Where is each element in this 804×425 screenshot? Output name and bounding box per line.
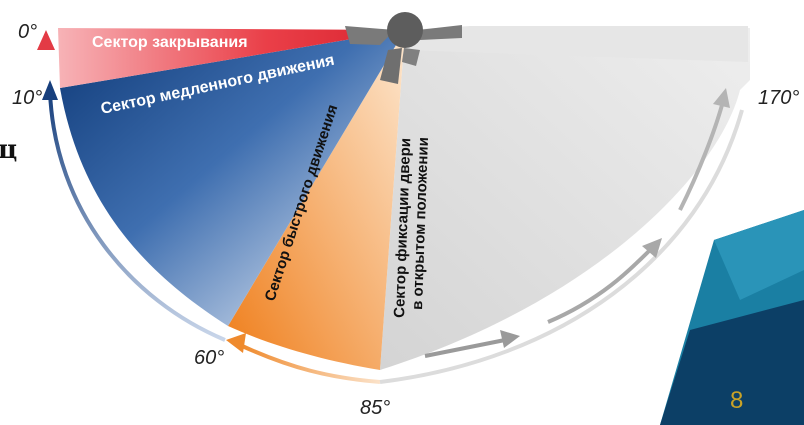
corner-decoration-light: [714, 210, 804, 300]
arrow-left-60: [226, 333, 246, 353]
sector-hold-label-line2: в открытом положении: [409, 137, 432, 310]
sector-closing: [58, 28, 405, 88]
hold-arrowhead-3: [713, 88, 730, 108]
angle-60-label: 60°: [194, 347, 224, 369]
arc-orange: [239, 343, 381, 384]
arc-grey: [379, 109, 744, 384]
hold-arrow-2: [547, 248, 652, 324]
sector-hold-top: [405, 26, 748, 62]
corner-decoration-dark: [660, 300, 804, 425]
arrow-up-10: [42, 80, 58, 100]
door-closer-icon: [345, 12, 462, 84]
hold-arrow-1: [424, 338, 506, 358]
page-number: 8: [730, 387, 743, 414]
sector-slow: [60, 30, 405, 326]
angle-0-label: 0°: [18, 21, 37, 43]
angle-10-label: 10°: [12, 87, 42, 109]
angle-170-label: 170°: [758, 87, 799, 109]
edge-cut-character: ц: [0, 135, 17, 165]
angle-85-label: 85°: [360, 397, 390, 419]
arrow-up-0: [37, 30, 55, 50]
hold-arrow-3: [678, 104, 724, 211]
hold-arrowhead-1: [500, 330, 520, 348]
arc-blue: [48, 91, 226, 342]
hold-arrowhead-2: [642, 238, 662, 258]
sector-hold-label-line1: Сектор фиксации двери: [391, 138, 414, 318]
sector-closing-label: Сектор закрывания: [92, 34, 248, 51]
sector-hold: [380, 28, 750, 370]
sector-fast: [228, 30, 405, 370]
